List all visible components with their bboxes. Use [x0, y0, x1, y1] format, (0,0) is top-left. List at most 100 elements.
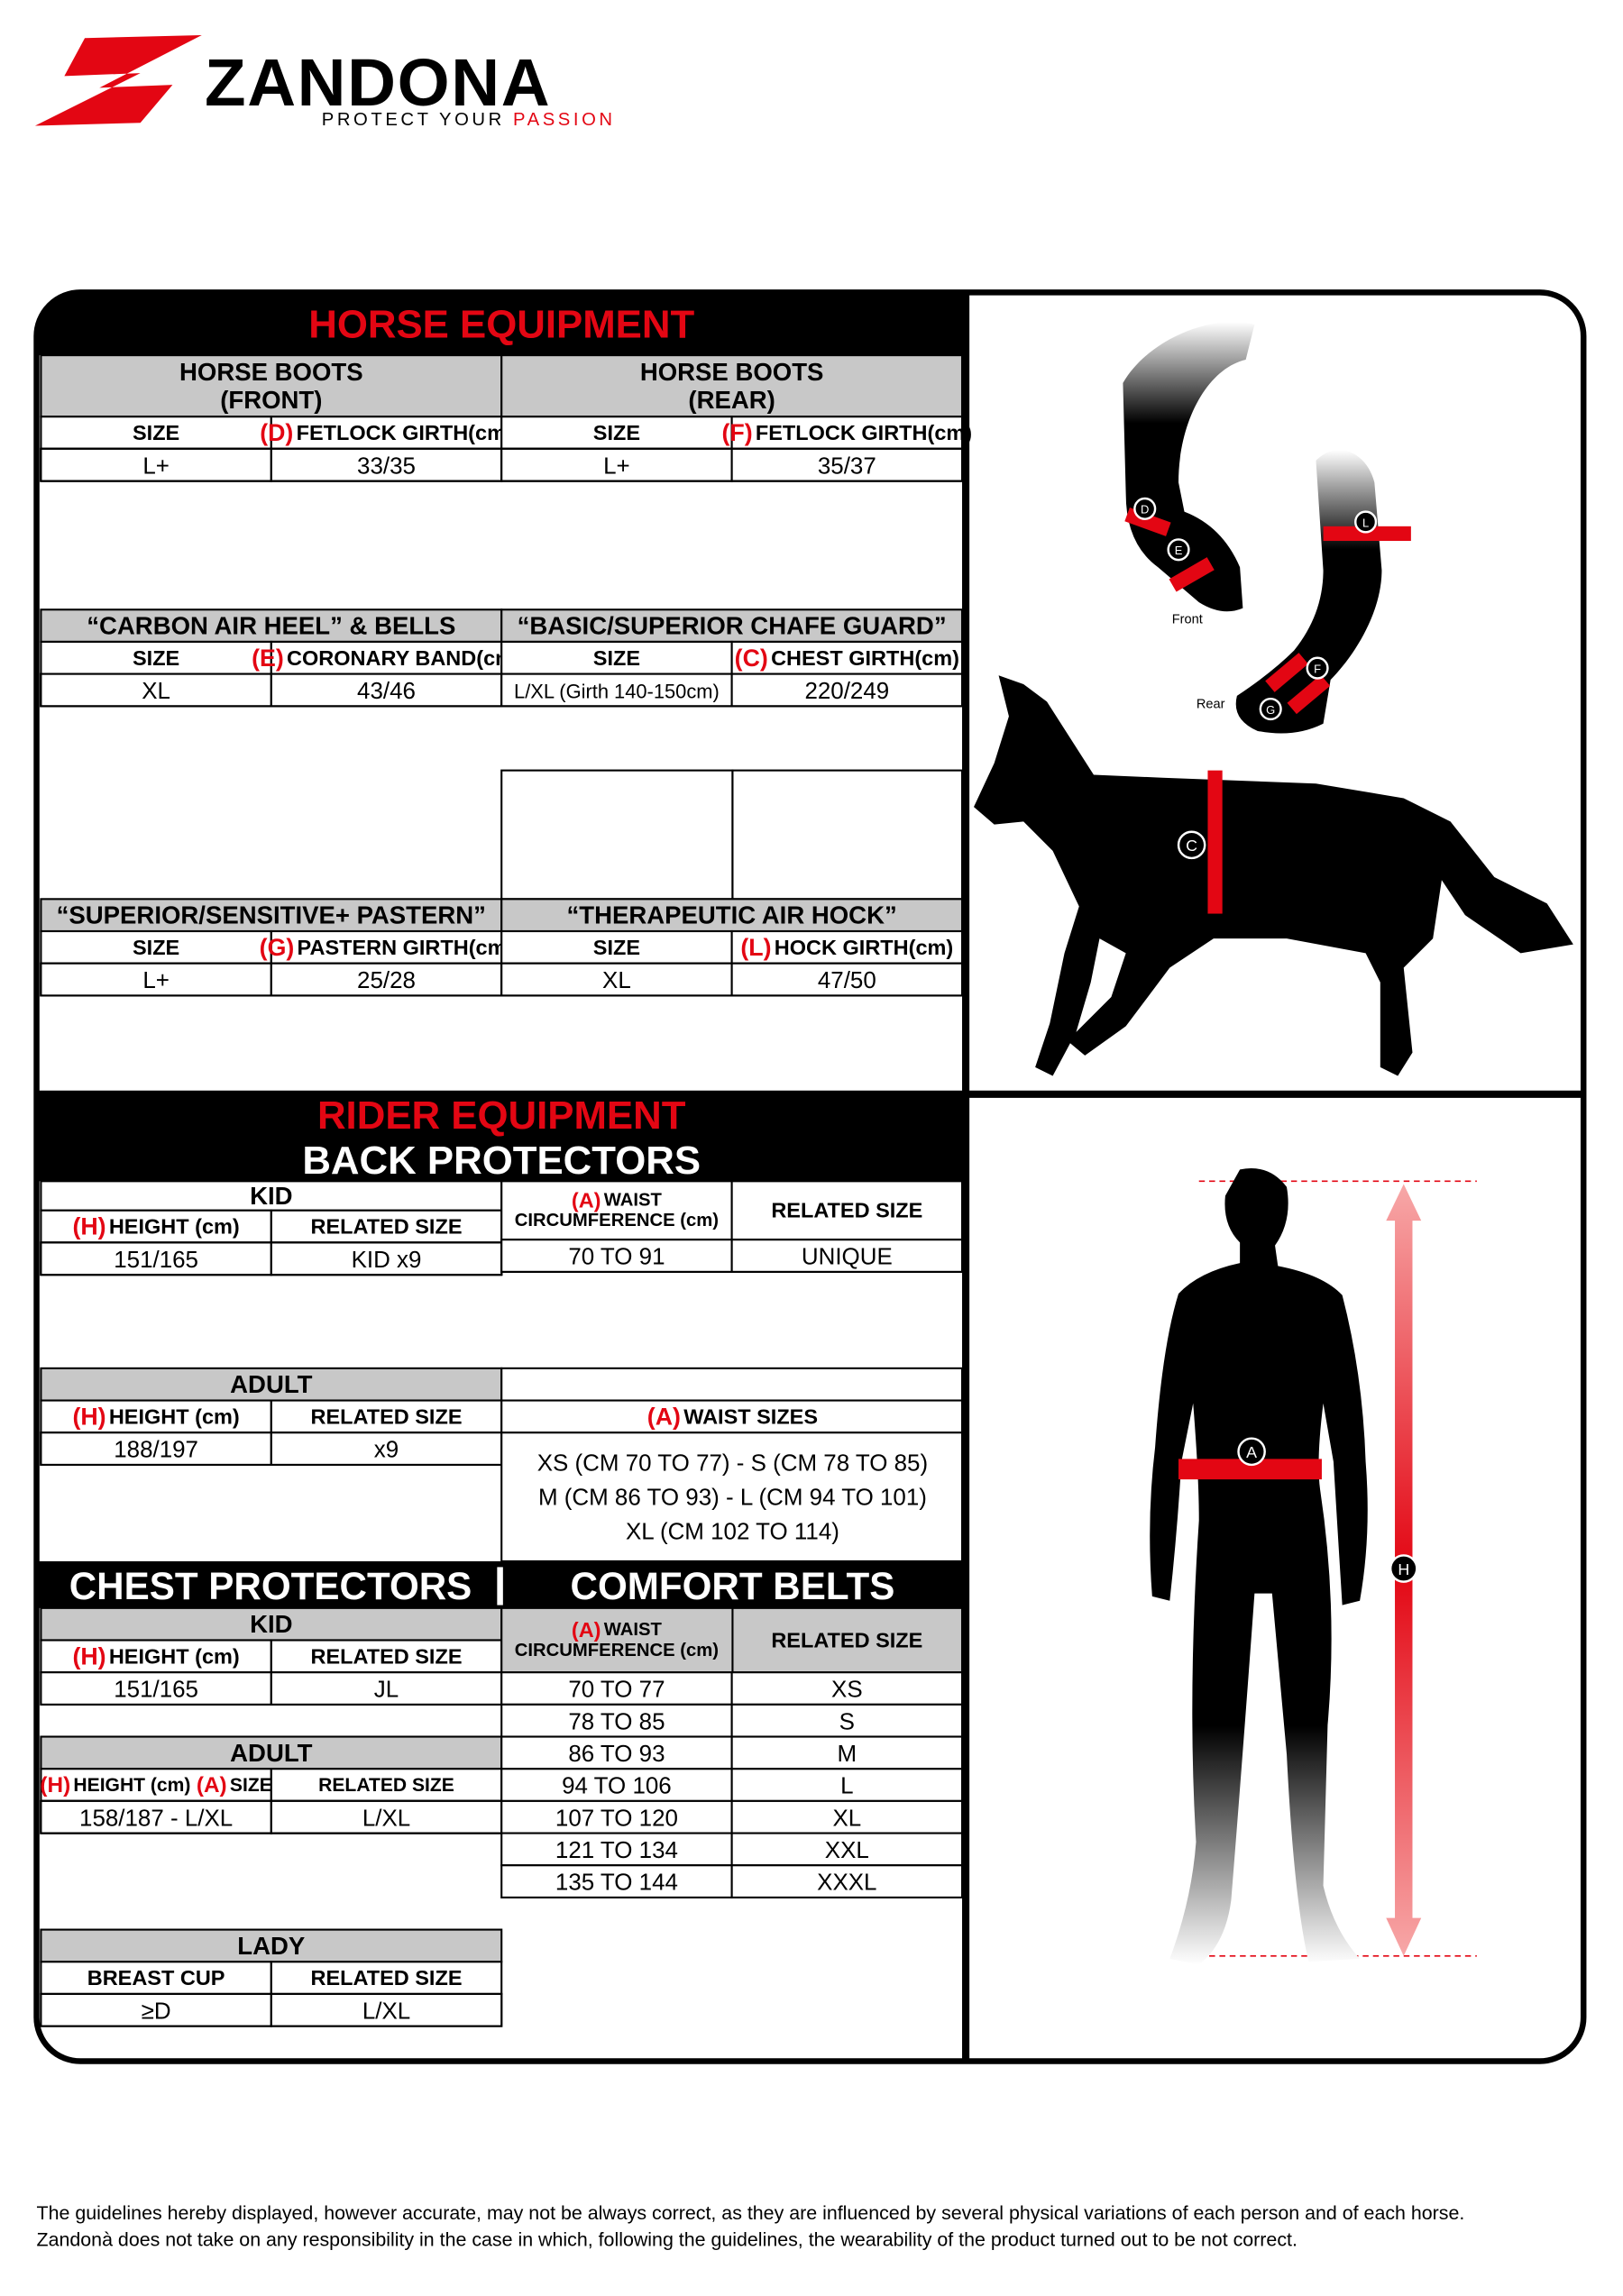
- cell: [40, 898, 503, 933]
- cell: [270, 1432, 503, 1466]
- waist-size-line: M (CM 86 TO 93) - L (CM 94 TO 101): [538, 1485, 927, 1510]
- label-segment: RELATED SIZE: [311, 1966, 463, 1990]
- band: [36, 1090, 966, 1182]
- marker-letter: (D): [260, 419, 293, 446]
- label-segment: SIZE: [593, 936, 640, 959]
- marker-circle: [1167, 538, 1190, 562]
- cell: [500, 354, 964, 418]
- header-text: (C) CHEST GIRTH(cm): [735, 645, 959, 672]
- cell-text: L+: [603, 453, 630, 479]
- cell-text: 220/249: [804, 679, 889, 704]
- cell: [730, 640, 964, 675]
- section-title: ADULT: [230, 1370, 312, 1398]
- waist-size-line: XS (CM 70 TO 77) - S (CM 78 TO 85): [537, 1450, 928, 1476]
- cell-text: x9: [374, 1438, 399, 1463]
- marker-circle: [1389, 1554, 1418, 1583]
- label-segment: SIZE: [133, 646, 179, 670]
- band-divider: [497, 1567, 503, 1605]
- cell: [270, 1639, 503, 1674]
- marker-letter: A: [1246, 1443, 1257, 1461]
- cell-text: 70 TO 77: [568, 1678, 665, 1703]
- cell-text: XS: [831, 1678, 863, 1703]
- section-title: ADULT: [230, 1739, 312, 1767]
- label-segment: RELATED SIZE: [318, 1775, 454, 1796]
- tagline-part: PROTECT YOUR: [322, 110, 513, 130]
- cell-text: 35/37: [818, 453, 876, 479]
- cell-text: 151/165: [114, 1678, 198, 1703]
- section-title: “CARBON AIR HEEL” & BELLS: [87, 612, 455, 640]
- cell: [500, 1180, 733, 1241]
- cell: [40, 640, 272, 675]
- cell-text: L+: [142, 453, 170, 479]
- label-segment: SIZE: [593, 421, 640, 444]
- front-leg: [1123, 321, 1255, 612]
- header-text: (H) HEIGHT (cm): [72, 1213, 239, 1240]
- marker-letter: (H): [72, 1403, 105, 1430]
- label-segment: HEIGHT (cm): [109, 1644, 240, 1668]
- cell-text: XL: [142, 679, 170, 704]
- header-text: RELATED SIZE: [318, 1775, 454, 1796]
- label-segment: HOCK GIRTH(cm): [775, 936, 953, 959]
- header-text: (A) WAIST: [572, 1618, 663, 1642]
- label-segment: SIZE: [133, 936, 179, 959]
- cell-text: 47/50: [818, 968, 876, 993]
- marker-letter: (L): [740, 934, 771, 961]
- header-text: (G) PASTERN GIRTH(cm): [260, 934, 514, 961]
- marker-letter: (A): [197, 1773, 227, 1797]
- label-segment: BREAST CUP: [87, 1966, 225, 1990]
- section-title: “THERAPEUTIC AIR HOCK”: [566, 901, 896, 929]
- waist-band: [1178, 1459, 1322, 1480]
- label-segment: SIZE: [593, 646, 640, 670]
- cell: [270, 1799, 503, 1834]
- section-title: “BASIC/SUPERIOR CHAFE GUARD”: [518, 612, 947, 640]
- cell-text: 121 TO 134: [555, 1838, 678, 1863]
- cell: [730, 1671, 964, 1706]
- cell: [40, 1606, 503, 1642]
- header-text: RELATED SIZE: [311, 1644, 463, 1668]
- label-segment: PASTERN GIRTH(cm): [298, 936, 514, 959]
- marker-letter: (F): [722, 419, 753, 446]
- cell-text: L+: [142, 968, 170, 993]
- cell-text: XXL: [825, 1838, 869, 1863]
- marker-letter: (H): [40, 1773, 70, 1797]
- disclaimer: Zandonà does not take on any responsibil…: [37, 2228, 1297, 2250]
- cell: [40, 447, 272, 482]
- label-segment: RELATED SIZE: [311, 1644, 463, 1668]
- cell: [40, 1209, 272, 1244]
- cell: [40, 672, 272, 708]
- cell-text: UNIQUE: [802, 1245, 893, 1270]
- cell-text: S: [839, 1709, 855, 1734]
- label-segment: RELATED SIZE: [771, 1629, 922, 1652]
- figure-label: Front: [1172, 613, 1203, 627]
- cell: [270, 672, 503, 708]
- cell: [730, 962, 964, 997]
- label-segment: CIRCUMFERENCE (cm): [515, 1641, 719, 1660]
- marker-circle: [1177, 830, 1206, 860]
- label-segment: WAIST: [604, 1190, 663, 1210]
- marker-letter: F: [1314, 662, 1321, 675]
- header-text: RELATED SIZE: [311, 1215, 463, 1239]
- marker-letter: G: [1266, 703, 1275, 717]
- section-heading: BACK PROTECTORS: [302, 1139, 701, 1183]
- cell-text: 86 TO 93: [568, 1742, 665, 1767]
- cell: [270, 1992, 503, 2027]
- cell: [500, 1432, 964, 1562]
- tagline-part: PASSION: [513, 110, 616, 130]
- label-segment: FETLOCK GIRTH(cm): [297, 421, 513, 444]
- label-segment: CORONARY BAND(cm): [287, 646, 521, 670]
- cell: [730, 1703, 964, 1738]
- band: [36, 292, 966, 356]
- label-segment: FETLOCK GIRTH(cm): [756, 421, 972, 444]
- label-segment: HEIGHT (cm): [109, 1215, 240, 1239]
- cell-text: 135 TO 144: [555, 1871, 678, 1896]
- marker-letter: (C): [735, 645, 768, 672]
- cell: [270, 1241, 503, 1276]
- label-segment: RELATED SIZE: [311, 1215, 463, 1239]
- girth-band: [1207, 770, 1223, 914]
- content: Front Rear D E L F G C A H HORSE EQUIPMENT HORSE B…: [36, 292, 1584, 2062]
- cell-text: M: [838, 1742, 857, 1767]
- header-text: (H) HEIGHT (cm): [72, 1403, 239, 1430]
- cell: [730, 1239, 964, 1273]
- cell: [500, 1239, 733, 1273]
